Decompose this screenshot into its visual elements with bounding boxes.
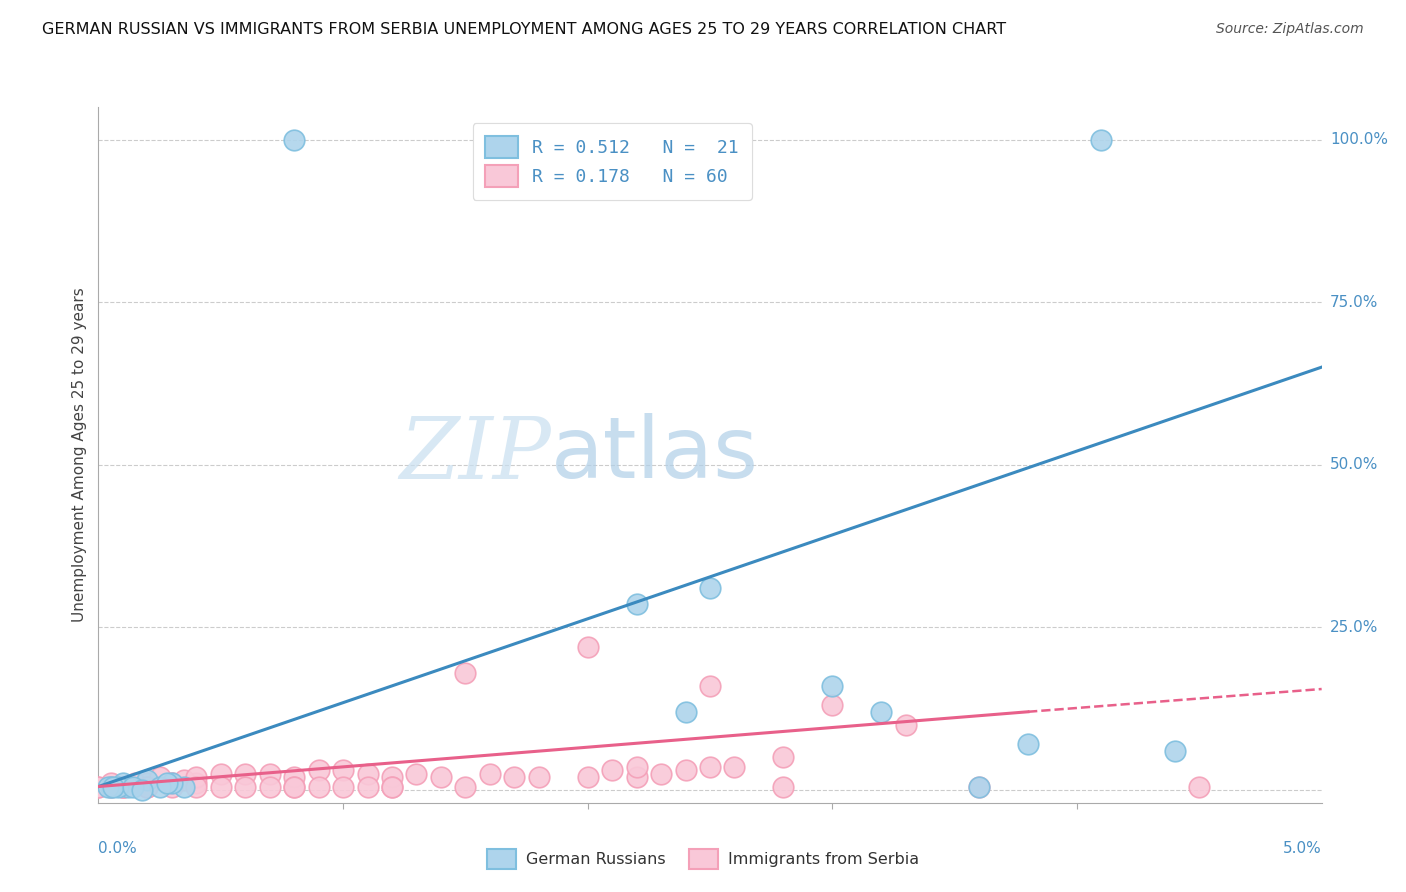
Text: 75.0%: 75.0% — [1330, 294, 1378, 310]
Point — [136, 780, 159, 794]
Point — [149, 770, 172, 784]
Point — [131, 782, 153, 797]
Point — [186, 770, 208, 784]
Point — [259, 780, 281, 794]
Point — [117, 780, 139, 794]
Point — [772, 780, 794, 794]
Point — [87, 780, 110, 794]
Text: 100.0%: 100.0% — [1330, 132, 1388, 147]
Point — [430, 770, 453, 784]
Point — [283, 132, 305, 146]
Y-axis label: Unemployment Among Ages 25 to 29 years: Unemployment Among Ages 25 to 29 years — [72, 287, 87, 623]
Text: ZIP: ZIP — [399, 414, 551, 496]
Point — [332, 780, 354, 794]
Point — [111, 780, 134, 794]
Point — [332, 764, 354, 778]
Text: Source: ZipAtlas.com: Source: ZipAtlas.com — [1216, 22, 1364, 37]
Text: GERMAN RUSSIAN VS IMMIGRANTS FROM SERBIA UNEMPLOYMENT AMONG AGES 25 TO 29 YEARS : GERMAN RUSSIAN VS IMMIGRANTS FROM SERBIA… — [42, 22, 1007, 37]
Point — [233, 780, 256, 794]
Point — [967, 780, 990, 794]
Point — [149, 780, 172, 794]
Point — [1017, 737, 1039, 751]
Point — [209, 766, 232, 780]
Point — [478, 766, 501, 780]
Point — [136, 780, 159, 794]
Point — [283, 780, 305, 794]
Point — [699, 679, 721, 693]
Point — [1188, 780, 1211, 794]
Point — [675, 705, 697, 719]
Point — [527, 770, 550, 784]
Point — [699, 760, 721, 774]
Point — [1090, 132, 1112, 146]
Point — [160, 776, 183, 790]
Point — [111, 776, 134, 790]
Legend: R = 0.512   N =  21, R = 0.178   N = 60: R = 0.512 N = 21, R = 0.178 N = 60 — [472, 123, 752, 200]
Point — [356, 780, 378, 794]
Point — [650, 766, 672, 780]
Point — [308, 780, 330, 794]
Point — [107, 780, 129, 794]
Point — [723, 760, 745, 774]
Point — [160, 776, 183, 790]
Text: 0.0%: 0.0% — [98, 841, 138, 856]
Point — [821, 679, 844, 693]
Point — [136, 772, 159, 787]
Point — [1164, 744, 1187, 758]
Point — [699, 581, 721, 595]
Point — [772, 750, 794, 764]
Point — [381, 780, 404, 794]
Point — [454, 665, 477, 680]
Text: atlas: atlas — [551, 413, 759, 497]
Text: 25.0%: 25.0% — [1330, 620, 1378, 635]
Point — [626, 598, 648, 612]
Point — [124, 776, 146, 790]
Point — [100, 780, 122, 794]
Point — [173, 772, 195, 787]
Text: 5.0%: 5.0% — [1282, 841, 1322, 856]
Point — [626, 770, 648, 784]
Point — [173, 780, 195, 794]
Text: 50.0%: 50.0% — [1330, 458, 1378, 472]
Legend: German Russians, Immigrants from Serbia: German Russians, Immigrants from Serbia — [481, 843, 925, 875]
Point — [894, 718, 917, 732]
Point — [821, 698, 844, 713]
Point — [870, 705, 893, 719]
Point — [121, 780, 143, 794]
Point — [381, 770, 404, 784]
Point — [308, 764, 330, 778]
Point — [675, 764, 697, 778]
Point — [100, 776, 122, 790]
Point — [100, 780, 122, 794]
Point — [356, 766, 378, 780]
Point — [454, 780, 477, 794]
Point — [87, 780, 110, 794]
Point — [186, 776, 208, 790]
Point — [283, 770, 305, 784]
Point — [186, 780, 208, 794]
Point — [600, 764, 623, 778]
Point — [576, 770, 599, 784]
Point — [111, 780, 134, 794]
Point — [967, 780, 990, 794]
Point — [97, 780, 120, 794]
Point — [405, 766, 427, 780]
Point — [160, 780, 183, 794]
Point — [626, 760, 648, 774]
Point — [101, 780, 124, 794]
Point — [136, 776, 159, 790]
Point — [233, 766, 256, 780]
Point — [283, 780, 305, 794]
Point — [576, 640, 599, 654]
Point — [156, 776, 179, 790]
Point — [111, 780, 134, 794]
Point — [259, 766, 281, 780]
Point — [503, 770, 526, 784]
Point — [381, 780, 404, 794]
Point — [160, 776, 183, 790]
Point — [209, 780, 232, 794]
